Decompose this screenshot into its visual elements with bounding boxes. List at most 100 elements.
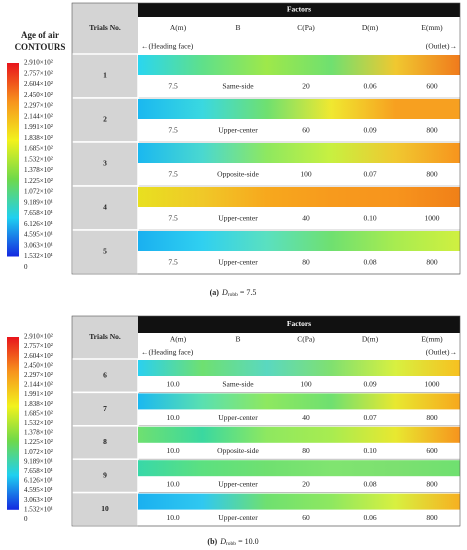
factor-value: 0.06 (363, 82, 376, 91)
trials-header: Trials No. (89, 23, 121, 32)
legend-label: 6.126×10¹ (24, 477, 53, 485)
factor-value: 0.10 (363, 446, 376, 455)
factor-value: 80 (302, 258, 310, 267)
legend-title: CONTOURS (15, 42, 66, 52)
column-header: B (235, 23, 240, 32)
contour-image (138, 187, 460, 207)
legend-label: 2.450×10² (24, 361, 53, 369)
legend-label: 1.225×10² (24, 438, 53, 446)
factors-header: Factors (287, 5, 311, 14)
column-header: D(m) (362, 335, 379, 344)
column-header: E(mm) (421, 335, 443, 344)
trials-header-cell (72, 3, 138, 54)
factor-value: Opposite-side (217, 170, 259, 179)
color-bar (7, 337, 19, 510)
factor-value: 40 (302, 214, 310, 223)
legend-label: 3.063×10¹ (24, 496, 53, 504)
trial-number: 9 (103, 471, 107, 480)
factor-value: Upper-center (218, 126, 258, 135)
trial-number: 4 (103, 203, 107, 212)
trial-cell (71, 391, 139, 427)
legend-label: 1.838×10² (24, 134, 53, 142)
legend-label: 1.072×10² (24, 188, 53, 196)
caption-text: = 10.0 (236, 537, 259, 546)
trial-cell (71, 458, 139, 494)
legend-label: 1.532×10² (24, 419, 53, 427)
factor-value: 0.08 (363, 258, 376, 267)
factor-value: 20 (302, 82, 310, 91)
legend-label: 1.838×10² (24, 400, 53, 408)
caption-text: = 7.5 (238, 288, 257, 297)
caption-symbol: D (221, 288, 228, 297)
legend-label: 4.595×10¹ (24, 486, 53, 494)
factor-value: 800 (426, 126, 438, 135)
contour-image (138, 460, 460, 477)
factor-value: Same-side (222, 82, 254, 91)
legend-label: 1.685×10² (24, 145, 53, 153)
column-header: D(m) (362, 23, 379, 32)
factor-value: Upper-center (218, 214, 258, 223)
caption-label: (a) (210, 288, 220, 297)
contour-image (138, 99, 460, 119)
legend-label: 0 (24, 515, 28, 523)
legend-label: 7.658×10¹ (24, 467, 53, 475)
legend-label: 7.658×10¹ (24, 209, 53, 217)
factor-value: 20 (302, 480, 310, 489)
legend-label: 3.063×10¹ (24, 241, 53, 249)
outlet-note: (Outlet)→ (426, 348, 457, 357)
legend-label: 1.072×10² (24, 448, 53, 456)
caption-symbol: D (219, 537, 226, 546)
factor-value: 10.0 (166, 446, 179, 455)
factor-value: 40 (302, 413, 310, 422)
factor-value: Upper-center (218, 513, 258, 522)
legend-label: 2.144×10² (24, 381, 53, 389)
factor-value: 800 (426, 513, 438, 522)
factor-value: 600 (426, 446, 438, 455)
factor-value: Same-side (222, 379, 254, 388)
legend-label: 2.757×10² (24, 69, 53, 77)
legend-label: 2.757×10² (24, 342, 53, 350)
factor-value: 60 (302, 513, 310, 522)
legend-label: 2.297×10² (24, 371, 53, 379)
trial-cell (71, 425, 139, 460)
trials-header-cell (72, 316, 138, 359)
factor-value: 0.09 (363, 379, 376, 388)
caption: (b) Drobb = 10.0 (207, 537, 258, 547)
factor-value: Upper-center (218, 480, 258, 489)
header-bar (72, 3, 460, 17)
contour-image (138, 493, 460, 510)
factor-value: 0.07 (363, 170, 376, 179)
factor-value: 0.07 (363, 413, 376, 422)
factor-value: 10.0 (166, 513, 179, 522)
factor-value: 100 (300, 379, 312, 388)
factor-value: Upper-center (218, 258, 258, 267)
caption-label: (b) (207, 537, 217, 546)
caption: (a) Drobb = 7.5 (210, 288, 257, 298)
legend-label: 2.910×10² (24, 59, 53, 67)
contour-image (138, 55, 460, 75)
trial-number: 1 (103, 71, 107, 80)
caption-subscript: robb (228, 292, 238, 298)
factor-value: 7.5 (168, 170, 178, 179)
legend-label: 9.189×10¹ (24, 457, 53, 465)
legend-label: 9.189×10¹ (24, 198, 53, 206)
trial-number: 5 (103, 247, 107, 256)
factor-value: 10.0 (166, 379, 179, 388)
factor-value: Upper-center (218, 413, 258, 422)
contour-image (138, 231, 460, 251)
factor-value: 10.0 (166, 413, 179, 422)
legend-label: 2.297×10² (24, 102, 53, 110)
legend-label: 1.685×10² (24, 409, 53, 417)
factor-value: 800 (426, 170, 438, 179)
column-header: C(Pa) (297, 23, 315, 32)
factor-value: 800 (426, 413, 438, 422)
contour-image (138, 426, 460, 443)
legend-label: 2.604×10² (24, 80, 53, 88)
column-header: A(m) (170, 335, 187, 344)
factor-value: 0.08 (363, 480, 376, 489)
factor-value: 1000 (425, 214, 440, 223)
factor-value: 600 (426, 82, 438, 91)
factor-value: 0.06 (363, 513, 376, 522)
